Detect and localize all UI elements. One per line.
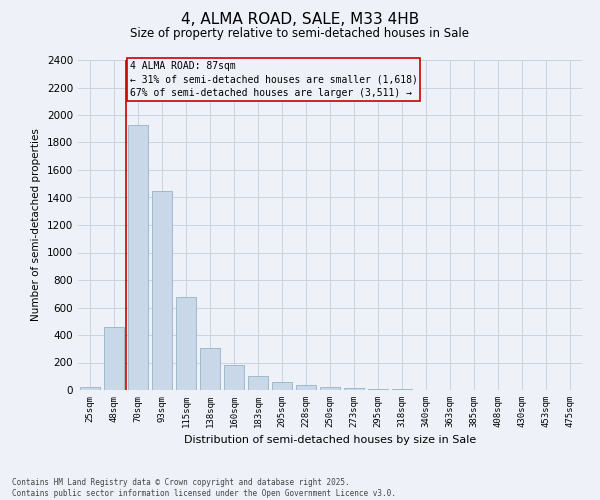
Text: Size of property relative to semi-detached houses in Sale: Size of property relative to semi-detach…: [131, 28, 470, 40]
Bar: [152, 190, 172, 390]
Bar: [176, 296, 196, 390]
Bar: [128, 124, 148, 390]
Bar: [320, 386, 340, 390]
Text: 4, ALMA ROAD, SALE, M33 4HB: 4, ALMA ROAD, SALE, M33 4HB: [181, 12, 419, 28]
Bar: [296, 385, 316, 390]
Bar: [80, 387, 100, 390]
Bar: [104, 328, 124, 390]
Bar: [272, 382, 292, 390]
Text: 4 ALMA ROAD: 87sqm
← 31% of semi-detached houses are smaller (1,618)
67% of semi: 4 ALMA ROAD: 87sqm ← 31% of semi-detache…: [130, 62, 418, 98]
Y-axis label: Number of semi-detached properties: Number of semi-detached properties: [31, 128, 41, 322]
Bar: [344, 388, 364, 390]
Text: Contains HM Land Registry data © Crown copyright and database right 2025.
Contai: Contains HM Land Registry data © Crown c…: [12, 478, 396, 498]
Bar: [248, 376, 268, 390]
X-axis label: Distribution of semi-detached houses by size in Sale: Distribution of semi-detached houses by …: [184, 436, 476, 446]
Bar: [224, 364, 244, 390]
Bar: [368, 388, 388, 390]
Bar: [200, 348, 220, 390]
